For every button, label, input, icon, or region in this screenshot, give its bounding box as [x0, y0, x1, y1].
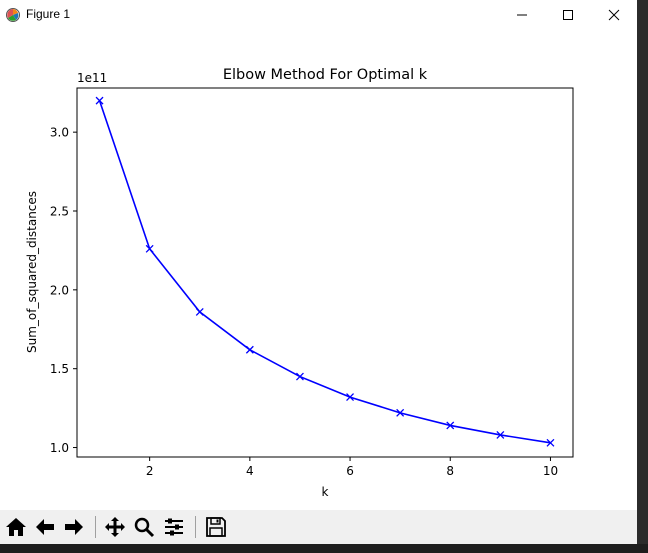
x-tick-label: 10	[543, 464, 558, 478]
matplotlib-icon	[6, 8, 20, 22]
y-offset-text: 1e11	[77, 71, 107, 85]
home-icon	[6, 518, 26, 536]
y-axis-label: Sum_of_squared_distances	[25, 191, 39, 353]
series-line	[98, 100, 551, 444]
chart-title: Elbow Method For Optimal k	[223, 67, 428, 83]
forward-button[interactable]	[60, 513, 88, 541]
data-point-marker	[446, 421, 455, 430]
y-tick-label: 3.0	[50, 126, 69, 140]
x-axis: 2 4 6 8 10	[146, 457, 558, 478]
data-point-marker	[95, 96, 104, 105]
x-axis-label: k	[322, 485, 329, 499]
elbow-chart: 2 4 6 8 10 1.0 1.5 2.0 2.5 3.0 Elbow Method For …	[25, 67, 574, 499]
y-tick-label: 2.0	[50, 283, 69, 297]
close-button[interactable]	[591, 0, 637, 30]
data-point-marker	[295, 372, 304, 381]
toolbar-separator	[95, 516, 96, 538]
forward-arrow-icon	[65, 519, 83, 535]
x-tick-label: 8	[446, 464, 454, 478]
y-axis: 1.0 1.5 2.0 2.5 3.0	[50, 126, 77, 455]
axes-frame	[76, 87, 574, 458]
data-point-marker	[145, 244, 154, 253]
data-point-marker	[396, 408, 405, 417]
x-tick-label: 2	[146, 464, 154, 478]
data-point-marker	[245, 345, 254, 354]
close-icon	[608, 9, 620, 21]
navigation-toolbar	[0, 510, 637, 544]
zoom-icon	[134, 517, 155, 538]
back-arrow-icon	[36, 519, 54, 535]
window-edge	[637, 0, 648, 544]
data-point-marker	[496, 430, 505, 439]
x-tick-label: 6	[346, 464, 354, 478]
zoom-button[interactable]	[130, 513, 158, 541]
toolbar-separator	[195, 516, 196, 538]
figure-canvas[interactable]: 2 4 6 8 10 1.0 1.5 2.0 2.5 3.0 Elbow Method For …	[0, 30, 637, 510]
save-icon	[206, 517, 226, 537]
data-point-marker	[346, 393, 355, 402]
minimize-button[interactable]	[499, 0, 545, 30]
title-bar[interactable]: Figure 1	[0, 0, 637, 30]
data-point-marker	[546, 438, 555, 447]
data-point-marker	[195, 307, 204, 316]
pan-button[interactable]	[101, 513, 129, 541]
x-tick-label: 4	[246, 464, 254, 478]
y-tick-label: 2.5	[50, 205, 69, 219]
y-tick-label: 1.5	[50, 362, 69, 376]
maximize-button[interactable]	[545, 0, 591, 30]
taskbar-edge	[0, 544, 648, 553]
save-button[interactable]	[202, 513, 230, 541]
window-title: Figure 1	[26, 7, 71, 21]
home-button[interactable]	[2, 513, 30, 541]
maximize-icon	[563, 10, 573, 20]
y-tick-label: 1.0	[50, 441, 69, 455]
series-layer	[95, 96, 555, 447]
subplots-icon	[165, 518, 183, 536]
axes-background	[77, 88, 573, 457]
subplots-button[interactable]	[160, 513, 188, 541]
minimize-icon	[517, 14, 527, 16]
pan-icon	[105, 517, 125, 537]
back-button[interactable]	[31, 513, 59, 541]
